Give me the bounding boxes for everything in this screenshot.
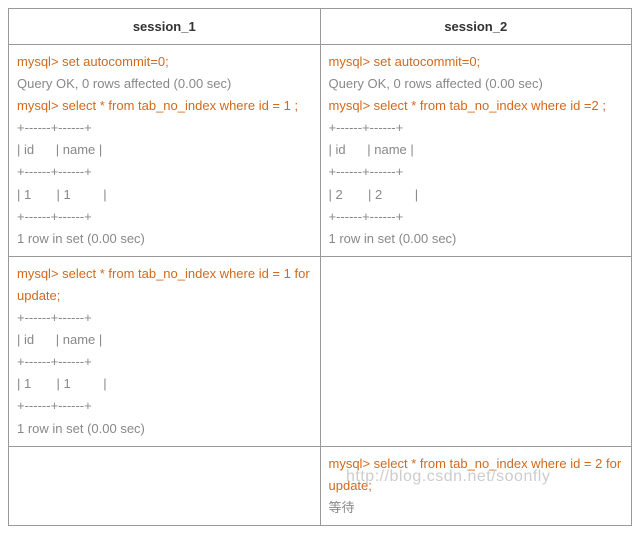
cell-session-2: mysql> select * from tab_no_index where … (320, 446, 632, 525)
sql-command: mysql> select * from tab_no_index where … (17, 263, 312, 307)
sql-result: 1 row in set (0.00 sec) (17, 228, 312, 250)
sql-result: +------+------+ (17, 117, 312, 139)
cell-session-1: mysql> select * from tab_no_index where … (9, 256, 321, 446)
table-row: mysql> select * from tab_no_index where … (9, 446, 632, 525)
cell-session-1 (9, 446, 321, 525)
cell-session-2 (320, 256, 632, 446)
sql-result: 1 row in set (0.00 sec) (17, 418, 312, 440)
sql-result: 等待 (329, 497, 624, 519)
sql-result: | id | name | (17, 329, 312, 351)
sql-result: | 2 | 2 | (329, 184, 624, 206)
cell-session-1: mysql> set autocommit=0;Query OK, 0 rows… (9, 45, 321, 257)
table-wrapper: session_1 session_2 mysql> set autocommi… (8, 8, 632, 526)
sql-result: 1 row in set (0.00 sec) (329, 228, 624, 250)
sql-result: | 1 | 1 | (17, 184, 312, 206)
sql-result: | id | name | (329, 139, 624, 161)
header-row: session_1 session_2 (9, 9, 632, 45)
sql-result: +------+------+ (17, 351, 312, 373)
sql-command: mysql> set autocommit=0; (17, 51, 312, 73)
sql-result: +------+------+ (329, 117, 624, 139)
sql-result: +------+------+ (17, 395, 312, 417)
sql-result: Query OK, 0 rows affected (0.00 sec) (17, 73, 312, 95)
sql-command: mysql> set autocommit=0; (329, 51, 624, 73)
header-session-2: session_2 (320, 9, 632, 45)
sql-result: +------+------+ (17, 307, 312, 329)
session-comparison-table: session_1 session_2 mysql> set autocommi… (8, 8, 632, 526)
sql-result: +------+------+ (329, 206, 624, 228)
sql-result: | id | name | (17, 139, 312, 161)
sql-command: mysql> select * from tab_no_index where … (17, 95, 312, 117)
table-body: mysql> set autocommit=0;Query OK, 0 rows… (9, 45, 632, 526)
sql-command: mysql> select * from tab_no_index where … (329, 95, 624, 117)
table-row: mysql> set autocommit=0;Query OK, 0 rows… (9, 45, 632, 257)
sql-result: Query OK, 0 rows affected (0.00 sec) (329, 73, 624, 95)
cell-session-2: mysql> set autocommit=0;Query OK, 0 rows… (320, 45, 632, 257)
sql-result: +------+------+ (329, 161, 624, 183)
sql-result: +------+------+ (17, 161, 312, 183)
sql-result: | 1 | 1 | (17, 373, 312, 395)
sql-result: +------+------+ (17, 206, 312, 228)
sql-command: mysql> select * from tab_no_index where … (329, 453, 624, 497)
header-session-1: session_1 (9, 9, 321, 45)
table-row: mysql> select * from tab_no_index where … (9, 256, 632, 446)
